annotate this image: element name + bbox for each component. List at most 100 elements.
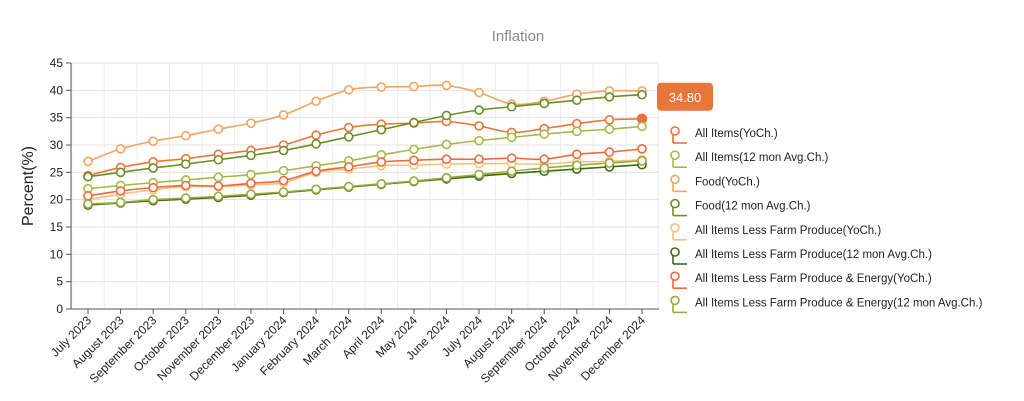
legend-label: All Items Less Farm Produce & Energy(12 … (695, 297, 983, 309)
data-point (246, 189, 256, 199)
data-point (409, 176, 419, 186)
y-tick-label: 45 (50, 56, 64, 70)
data-point (637, 89, 647, 100)
data-point (506, 166, 517, 177)
data-point (604, 115, 615, 125)
y-tick-label: 10 (50, 247, 64, 261)
data-point (148, 136, 158, 146)
data-point (343, 132, 354, 142)
data-point (474, 105, 484, 115)
legend-item: Food(12 mon Avg.Ch.) (670, 198, 811, 217)
data-point (376, 124, 387, 135)
data-point (83, 199, 93, 209)
legend-label: All Items Less Farm Produce(YoCh.) (695, 225, 881, 237)
data-point (539, 98, 550, 109)
data-point (572, 95, 582, 105)
data-point (376, 82, 387, 92)
data-point (115, 197, 126, 208)
legend: All Items(YoCh.) All Items(12 mon Avg.Ch.… (670, 126, 983, 314)
data-point (278, 145, 289, 156)
legend-label: All Items Less Farm Produce(12 mon Avg.C… (695, 249, 932, 261)
y-axis-label: Percent(%) (20, 146, 37, 226)
legend-label: Food(YoCh.) (695, 176, 760, 188)
data-point (637, 156, 647, 166)
legend-item: Food(YoCh.) (670, 174, 760, 193)
data-point (376, 157, 387, 167)
data-point (343, 162, 354, 172)
data-point (246, 118, 256, 128)
y-tick-label: 20 (50, 193, 64, 207)
data-point (213, 191, 224, 202)
data-point (246, 178, 256, 189)
data-point (213, 124, 224, 134)
data-point (311, 96, 321, 107)
y-tick-label: 0 (56, 302, 63, 316)
data-point (506, 101, 517, 112)
series-8 (83, 156, 647, 209)
data-point (409, 155, 419, 166)
legend-item: All Items(YoCh.) (670, 126, 778, 144)
data-point (572, 126, 582, 137)
data-point (246, 169, 256, 180)
y-tick-label: 25 (50, 165, 64, 179)
legend-item: All Items Less Farm Produce & Energy(12 … (670, 295, 983, 314)
legend-label: All Items Less Farm Produce & Energy(YoC… (695, 273, 932, 285)
tooltip-box (657, 82, 713, 111)
legend-label: All Items(12 mon Avg.Ch.) (695, 152, 829, 164)
legend-marker-dot (670, 223, 680, 233)
data-point (278, 175, 289, 186)
data-point (474, 87, 484, 98)
data-point (148, 194, 158, 205)
data-point (278, 110, 289, 120)
data-point (83, 171, 93, 182)
data-point (409, 144, 419, 155)
data-point (115, 186, 126, 196)
data-point (115, 144, 126, 154)
series-7 (83, 144, 647, 201)
data-point (311, 184, 321, 195)
legend-marker-dot (670, 295, 680, 306)
data-point (604, 124, 615, 134)
tooltip-label: 34.80 (669, 90, 702, 105)
data-point (572, 149, 582, 160)
data-point (474, 154, 484, 165)
data-point (343, 84, 354, 95)
data-point (311, 139, 321, 149)
data-point (604, 158, 615, 168)
data-point (506, 153, 517, 163)
data-point (376, 179, 387, 189)
data-point (180, 193, 191, 203)
data-point (278, 187, 289, 197)
data-point (311, 166, 321, 177)
data-point (343, 122, 354, 133)
data-point (148, 163, 158, 173)
data-point (83, 191, 93, 201)
y-tick-label: 35 (50, 111, 64, 125)
data-point (441, 139, 452, 150)
series-4 (83, 89, 647, 182)
data-point (474, 135, 484, 146)
legend-item: All Items(12 mon Avg.Ch.) (670, 150, 829, 168)
data-point (148, 182, 158, 193)
data-point (506, 132, 517, 143)
y-tick-label: 15 (50, 220, 64, 234)
data-point (604, 92, 615, 102)
data-point (539, 129, 550, 139)
data-point (180, 130, 191, 141)
y-tick-label: 30 (50, 138, 64, 152)
data-point (83, 156, 93, 167)
data-point (246, 150, 256, 161)
data-point (213, 154, 224, 165)
data-point (572, 160, 582, 171)
legend-marker-dot (670, 126, 680, 136)
legend-marker-dot (670, 198, 680, 209)
chart-title: Inflation (492, 28, 545, 45)
data-point (441, 110, 452, 121)
data-point (572, 118, 582, 129)
data-point (343, 181, 354, 192)
series-lines (83, 80, 648, 210)
legend-item: All Items Less Farm Produce & Energy(YoC… (670, 271, 932, 290)
